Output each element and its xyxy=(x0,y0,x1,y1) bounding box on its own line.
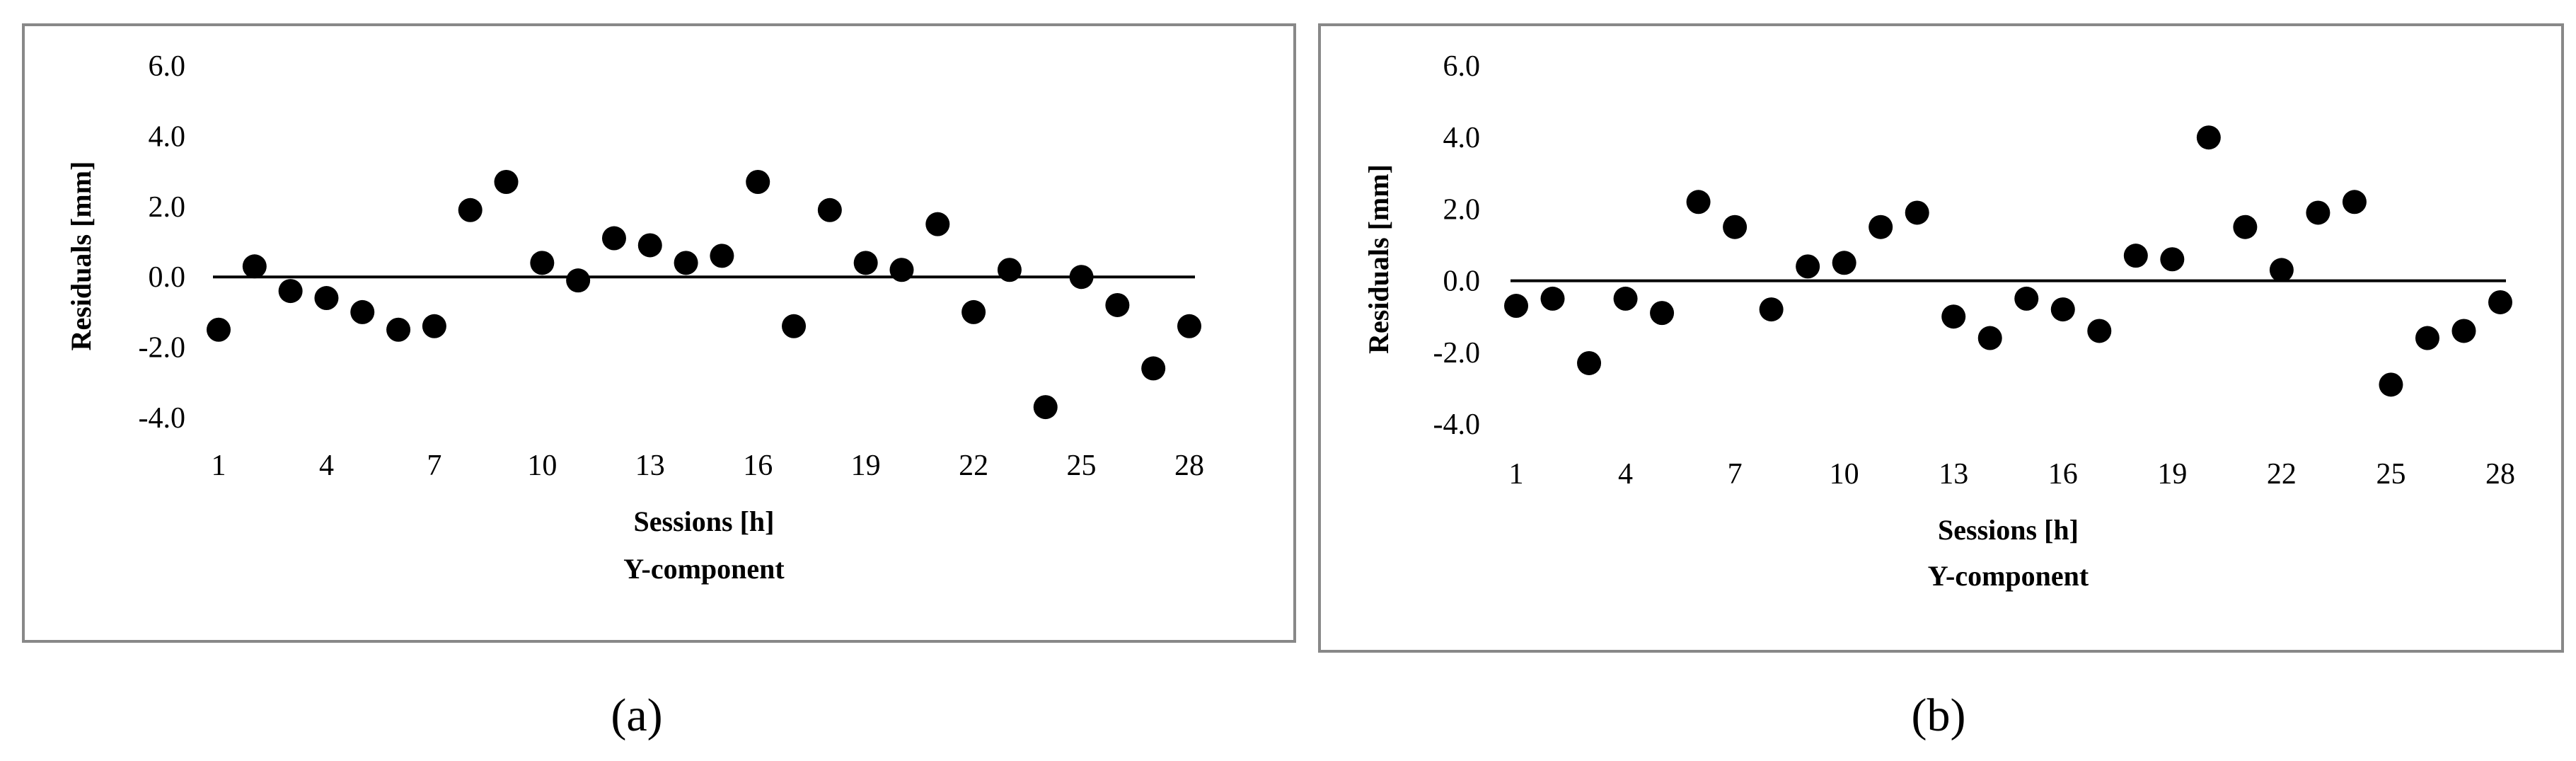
point xyxy=(1832,251,1856,275)
point xyxy=(2451,319,2476,343)
point xyxy=(1650,301,1675,326)
point xyxy=(889,258,914,282)
point xyxy=(458,198,483,222)
point xyxy=(1069,265,1094,290)
point xyxy=(710,244,734,268)
point xyxy=(2415,326,2439,350)
point xyxy=(1177,314,1201,338)
x-tick-label: 13 xyxy=(635,450,665,482)
point xyxy=(746,170,770,195)
point xyxy=(1796,254,1820,279)
point xyxy=(1869,214,1893,239)
chart-frame xyxy=(1318,23,2564,653)
x-tick-label: 16 xyxy=(2048,458,2078,491)
y-tick-label: -2.0 xyxy=(1433,337,1481,370)
point xyxy=(997,258,1022,282)
y-tick-label: 2.0 xyxy=(1443,193,1481,226)
y-tick-label: -4.0 xyxy=(1433,408,1481,441)
y-tick-label: 0.0 xyxy=(1443,265,1481,298)
y-tick-label: 2.0 xyxy=(149,191,186,224)
y-axis-label: Residuals [mm] xyxy=(1363,164,1394,354)
point xyxy=(2123,244,2148,268)
x-tick-label: 10 xyxy=(527,450,557,482)
x-tick-label: 22 xyxy=(959,450,988,482)
point xyxy=(2379,372,2403,397)
point xyxy=(2342,190,2367,214)
x-tick-label: 19 xyxy=(2157,458,2187,491)
point xyxy=(925,212,950,236)
point xyxy=(2014,286,2039,311)
point xyxy=(853,251,878,275)
point xyxy=(2269,258,2294,282)
point xyxy=(2196,125,2221,150)
y-tick-label: 4.0 xyxy=(1443,122,1481,154)
chart-frame xyxy=(22,23,1296,643)
y-tick-label: -2.0 xyxy=(139,332,186,365)
x-tick-label: 1 xyxy=(212,450,226,482)
x-tick-label: 16 xyxy=(743,450,773,482)
x-tick-label: 4 xyxy=(1618,458,1633,491)
point xyxy=(782,314,807,338)
x-tick-label: 10 xyxy=(1830,458,1859,491)
y-tick-label: 0.0 xyxy=(149,261,186,294)
point xyxy=(1540,286,1565,311)
point xyxy=(207,317,231,342)
point xyxy=(278,279,303,304)
x-axis-label: Sessions [h] xyxy=(634,505,775,537)
point xyxy=(2306,200,2330,225)
point xyxy=(1941,304,1966,329)
point xyxy=(2488,290,2512,314)
point xyxy=(350,299,375,324)
y-tick-label: -4.0 xyxy=(139,402,186,435)
x-tick-label: 7 xyxy=(427,450,441,482)
x-tick-label: 25 xyxy=(2376,458,2405,491)
x-tick-label: 7 xyxy=(1728,458,1743,491)
chart-subtitle: Y-component xyxy=(1928,560,2089,592)
point xyxy=(1504,294,1528,319)
point xyxy=(2160,247,2185,272)
point xyxy=(1613,286,1638,311)
x-tick-label: 13 xyxy=(1939,458,1968,491)
point xyxy=(1105,292,1130,317)
point xyxy=(637,233,662,258)
point xyxy=(2050,297,2075,322)
point xyxy=(1141,356,1166,381)
y-tick-label: 6.0 xyxy=(1443,50,1481,83)
chart-subtitle: Y-component xyxy=(623,553,785,585)
x-tick-label: 28 xyxy=(2485,458,2515,491)
x-axis-label: Sessions [h] xyxy=(1938,514,2079,546)
point xyxy=(601,226,626,251)
point xyxy=(1686,190,1711,214)
y-tick-label: 4.0 xyxy=(149,120,186,153)
panel-label: (b) xyxy=(1912,690,1966,741)
point xyxy=(1977,326,2002,350)
point xyxy=(961,299,986,324)
point xyxy=(1033,395,1058,420)
point xyxy=(422,314,446,338)
point xyxy=(817,198,842,222)
x-tick-label: 22 xyxy=(2267,458,2297,491)
x-tick-label: 1 xyxy=(1509,458,1524,491)
point xyxy=(1759,297,1784,322)
point xyxy=(1577,350,1602,375)
point xyxy=(1905,200,1929,225)
x-tick-label: 4 xyxy=(319,450,334,482)
point xyxy=(566,268,591,293)
x-tick-label: 19 xyxy=(851,450,881,482)
point xyxy=(674,251,698,275)
point xyxy=(1723,214,1748,239)
x-tick-label: 28 xyxy=(1174,450,1204,482)
point xyxy=(2087,319,2112,343)
panel-label: (a) xyxy=(611,690,662,741)
point xyxy=(530,251,555,275)
y-tick-label: 6.0 xyxy=(149,50,186,83)
point xyxy=(314,286,339,311)
point xyxy=(494,170,519,195)
point xyxy=(242,254,267,279)
y-axis-label: Residuals [mm] xyxy=(65,161,97,351)
point xyxy=(386,317,411,342)
point xyxy=(2233,214,2258,239)
x-tick-label: 25 xyxy=(1067,450,1097,482)
